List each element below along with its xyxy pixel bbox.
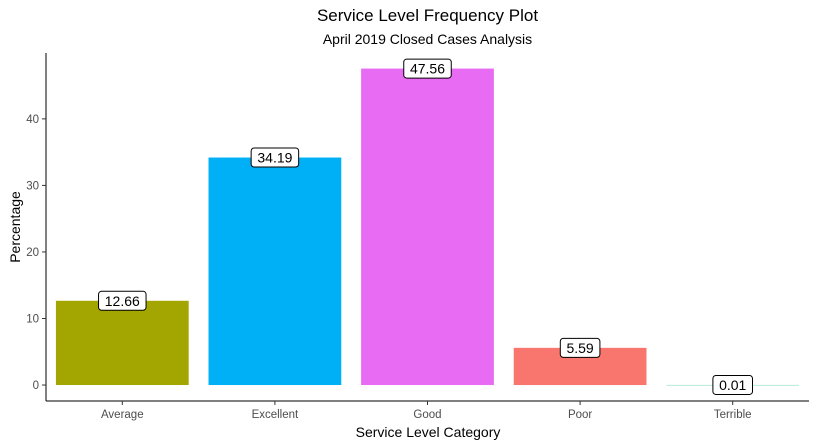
x-tick-label: Average: [101, 409, 144, 421]
y-tick-label: 30: [26, 180, 39, 192]
bars-group: [55, 68, 800, 386]
bar-excellent: [208, 157, 342, 386]
data-label-box: [250, 147, 300, 168]
y-tick-label: 10: [26, 313, 39, 325]
bar-average: [55, 300, 189, 386]
chart-title: Service Level Frequency Plot: [316, 6, 539, 25]
data-label-text: 0.01: [719, 377, 746, 393]
data-label-box: [712, 374, 754, 395]
data-label-average: 12.66: [98, 290, 147, 311]
y-ticks-group: 0 10 20 30 40: [26, 114, 46, 392]
data-label-terrible: 0.01: [712, 374, 754, 395]
x-tick-label: Excellent: [252, 409, 299, 421]
bar-good: [361, 68, 494, 386]
x-tick-label: Poor: [568, 409, 592, 421]
data-label-box: [403, 58, 452, 79]
data-label-box: [98, 290, 147, 311]
x-tick-label: Good: [413, 409, 441, 421]
data-label-poor: 5.59: [559, 337, 601, 358]
data-label-text: 34.19: [257, 150, 292, 166]
y-tick-label: 40: [26, 114, 39, 126]
y-axis-title: Percentage: [7, 191, 23, 263]
data-label-text: 12.66: [105, 293, 140, 309]
data-label-text: 47.56: [410, 61, 445, 77]
data-label-excellent: 34.19: [250, 147, 300, 168]
data-label-box: [559, 337, 601, 358]
x-ticks-group: Average Excellent Good Poor Terrible: [101, 401, 752, 421]
x-axis-title: Service Level Category: [356, 424, 501, 440]
data-label-good: 47.56: [403, 58, 452, 79]
data-label-text: 5.59: [566, 340, 593, 356]
y-tick-label: 20: [26, 247, 39, 259]
y-tick-label: 0: [33, 380, 39, 392]
chart-subtitle: April 2019 Closed Cases Analysis: [322, 31, 533, 47]
data-labels-group: 12.66 34.19 47.56 5.59 0.01: [98, 58, 754, 395]
x-tick-label: Terrible: [714, 409, 752, 421]
